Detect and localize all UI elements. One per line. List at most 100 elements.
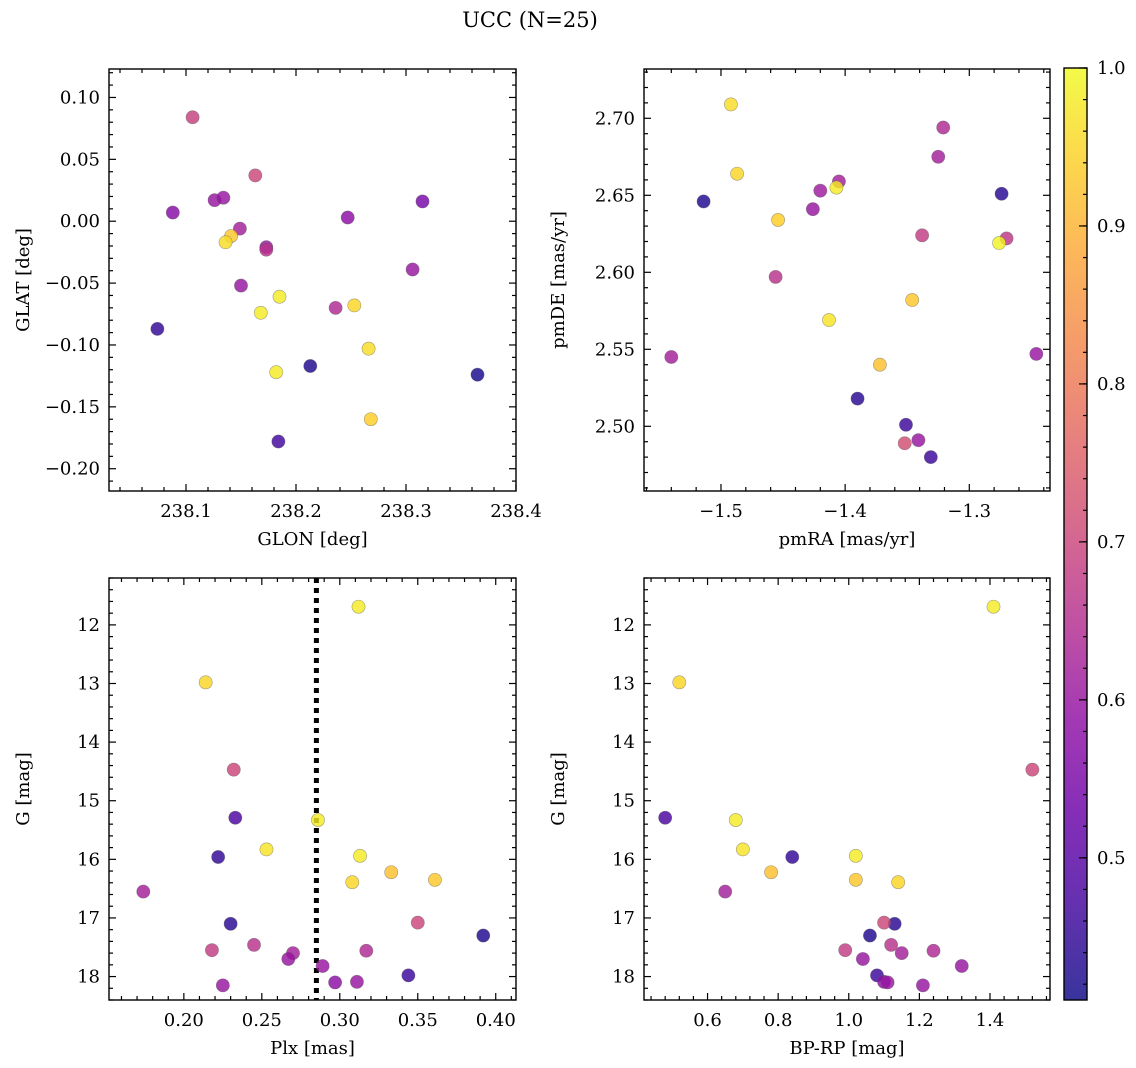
y-tick-label: −0.15	[45, 397, 100, 418]
data-point	[805, 202, 820, 217]
data-point	[269, 365, 284, 380]
panel-glon-glat: 238.1 238.2 238.3 238.4 −0.20 −0.15 −0.10 −0.05…	[13, 68, 542, 550]
data-point	[855, 952, 870, 966]
y-axis-label: GLAT [deg]	[13, 228, 34, 332]
data-point	[353, 848, 367, 863]
data-point	[664, 350, 679, 364]
x-tick-label: 0.40	[476, 1010, 516, 1031]
y-tick-label: 0.10	[60, 87, 100, 108]
data-point	[247, 938, 261, 952]
data-point	[281, 952, 296, 966]
data-point	[838, 943, 853, 958]
data-point	[891, 875, 906, 890]
data-point	[850, 391, 865, 406]
data-point	[884, 938, 899, 952]
data-point	[428, 872, 442, 887]
data-point	[915, 228, 930, 243]
data-point	[363, 412, 378, 427]
plot-frame	[108, 68, 517, 492]
data-point	[848, 872, 863, 887]
data-point	[315, 959, 330, 973]
data-point	[994, 186, 1009, 201]
data-point	[303, 359, 318, 373]
data-point	[248, 168, 263, 183]
data-point	[218, 235, 233, 250]
y-tick-label: 16	[77, 849, 100, 870]
y-tick-label: 17	[77, 908, 100, 929]
data-point	[954, 959, 969, 973]
data-point	[165, 205, 180, 220]
data-point	[863, 928, 877, 943]
data-point	[271, 434, 286, 449]
y-tick-label: 17	[612, 908, 635, 929]
data-point	[215, 978, 230, 993]
data-point	[923, 450, 938, 465]
data-point	[328, 300, 343, 315]
data-point	[992, 236, 1006, 250]
plot-frame	[643, 577, 1051, 1001]
y-axis-label: G [mag]	[548, 752, 569, 825]
data-point	[873, 357, 887, 372]
data-point	[340, 210, 355, 225]
data-point	[672, 675, 687, 690]
data-point	[185, 110, 200, 125]
data-point	[476, 928, 491, 943]
y-tick-label: 15	[612, 791, 635, 812]
x-axis-label: Plx [mas]	[270, 1038, 355, 1059]
x-tick-label: −1.3	[947, 501, 991, 522]
x-tick-label: 1.2	[905, 1010, 934, 1031]
x-tick-label: 0.30	[320, 1010, 360, 1031]
data-point	[813, 183, 828, 198]
y-tick-label: −0.10	[45, 335, 100, 356]
y-axis-label: pmDE [mas/yr]	[548, 211, 569, 349]
data-point	[728, 813, 743, 827]
y-tick-label: 14	[77, 732, 100, 753]
data-point	[986, 599, 1001, 614]
x-tick-label: −1.5	[699, 501, 743, 522]
data-point	[829, 180, 844, 195]
panel-bprp-g: 0.6 0.8 1.0 1.2 1.4 12 13 14 15 16 17 18 BP-RP [mag]…	[548, 577, 1051, 1059]
data-point	[764, 865, 778, 880]
data-point	[916, 978, 930, 993]
colorbar-gradient	[1064, 68, 1087, 1000]
data-point	[1029, 347, 1044, 361]
data-point	[768, 270, 783, 284]
data-point	[311, 813, 325, 827]
data-point	[253, 305, 268, 320]
data-point	[926, 943, 941, 958]
colorbar: 0.5 0.6 0.7 0.8 0.9 1.0	[1063, 58, 1126, 1001]
colorbar-frame	[1063, 67, 1088, 1001]
y-tick-label: 2.60	[595, 262, 635, 283]
data-point	[1025, 762, 1040, 777]
x-tick-label: 238.4	[490, 501, 542, 522]
data-point	[359, 943, 374, 958]
x-tick-label: 0.35	[398, 1010, 438, 1031]
data-point	[724, 97, 738, 112]
data-point	[216, 190, 231, 205]
data-point	[894, 946, 909, 961]
x-tick-label: 238.1	[160, 501, 212, 522]
x-axis-label: GLON [deg]	[257, 529, 367, 550]
data-point	[351, 599, 366, 614]
data-point	[361, 341, 376, 356]
y-tick-label: 13	[612, 674, 635, 695]
data-point	[911, 433, 926, 448]
y-tick-label: 14	[612, 732, 635, 753]
x-tick-label: 238.3	[380, 501, 432, 522]
x-tick-label: 1.4	[976, 1010, 1005, 1031]
data-point	[228, 810, 243, 825]
data-point	[415, 194, 430, 209]
data-point	[718, 884, 733, 899]
data-point	[347, 298, 362, 313]
y-axis-label: G [mag]	[13, 752, 34, 825]
x-tick-label: 0.25	[242, 1010, 282, 1031]
y-tick-label: 0.05	[60, 149, 100, 170]
y-tick-label: −0.05	[45, 273, 100, 294]
y-tick-label: 13	[77, 674, 100, 695]
panel-pmra-pmde: −1.5 −1.4 −1.3 2.50 2.55 2.60 2.65 2.70 pmRA [ma…	[548, 68, 1051, 550]
data-point	[150, 321, 165, 336]
data-point	[259, 842, 274, 857]
data-point	[897, 436, 912, 451]
data-point	[410, 915, 425, 930]
